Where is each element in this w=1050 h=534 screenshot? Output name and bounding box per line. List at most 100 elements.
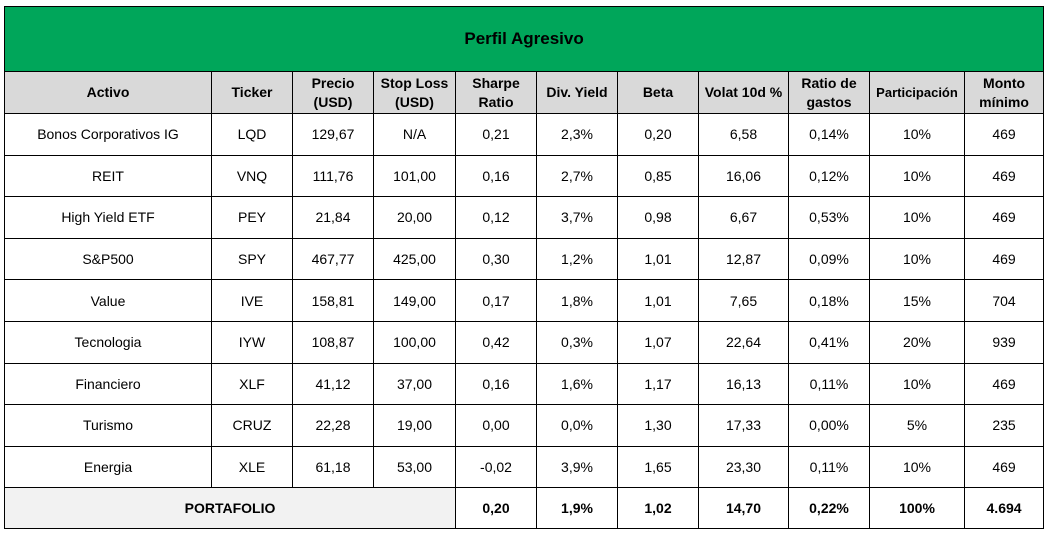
header-monto-minimo: Monto mínimo xyxy=(963,71,1045,114)
table-cell: 704 xyxy=(963,279,1045,322)
header-ratio-gastos: Ratio de gastos xyxy=(788,71,870,114)
table-cell: 108,87 xyxy=(292,320,374,364)
table-cell: 53,00 xyxy=(373,445,456,489)
table-cell: VNQ xyxy=(211,154,293,198)
table-cell: 1,01 xyxy=(617,237,699,281)
table-row: High Yield ETF PEY 21,84 20,00 0,12 3,7% 0,98 6… xyxy=(4,196,1045,239)
table-row: Turismo CRUZ 22,28 19,00 0,00 0,0% 1,30 17,33 0,… xyxy=(4,404,1045,447)
table-cell: 2,3% xyxy=(536,113,618,156)
total-cell: 0,22% xyxy=(788,487,870,530)
header-stop-loss: Stop Loss (USD) xyxy=(373,71,456,114)
table-cell: 1,17 xyxy=(617,362,699,406)
table-cell: 41,12 xyxy=(292,362,374,406)
table-row: S&P500 SPY 467,77 425,00 0,30 1,2% 1,01 12,87 0,… xyxy=(4,237,1045,281)
table-cell: Turismo xyxy=(4,404,212,447)
table-cell: 16,13 xyxy=(698,362,789,406)
table-cell: 0,21 xyxy=(455,113,537,156)
table-cell: 10% xyxy=(869,154,965,198)
table-cell: Energia xyxy=(4,445,212,489)
table-cell: N/A xyxy=(373,113,456,156)
table-cell: 0,0% xyxy=(536,404,618,447)
table-row: REIT VNQ 111,76 101,00 0,16 2,7% 0,85 16,06 0,12… xyxy=(4,154,1045,198)
table-cell: 0,18% xyxy=(788,279,870,322)
table-cell: Value xyxy=(4,279,212,322)
table-cell: S&P500 xyxy=(4,237,212,281)
table-cell: 19,00 xyxy=(373,404,456,447)
table-cell: 0,11% xyxy=(788,445,870,489)
table-row: Bonos Corporativos IG LQD 129,67 N/A 0,21 2,3… xyxy=(4,113,1045,156)
table-cell: 0,12 xyxy=(455,196,537,239)
table-cell: 6,58 xyxy=(698,113,789,156)
table-cell: 15% xyxy=(869,279,965,322)
table-cell: 37,00 xyxy=(373,362,456,406)
table-row: Value IVE 158,81 149,00 0,17 1,8% 1,01 7,65 0,18… xyxy=(4,279,1045,322)
table-cell: REIT xyxy=(4,154,212,198)
table-cell: 22,28 xyxy=(292,404,374,447)
table-cell: 10% xyxy=(869,196,965,239)
header-beta: Beta xyxy=(617,71,699,114)
table-cell: 0,00 xyxy=(455,404,537,447)
table-cell: 12,87 xyxy=(698,237,789,281)
header-precio: Precio (USD) xyxy=(292,71,374,114)
table-cell: 0,30 xyxy=(455,237,537,281)
header-row: Activo Ticker Precio (USD) Stop Loss (US… xyxy=(4,71,1045,114)
table-cell: 3,7% xyxy=(536,196,618,239)
header-ticker: Ticker xyxy=(211,71,293,114)
header-volat: Volat 10d % xyxy=(698,71,789,114)
table-cell: 1,01 xyxy=(617,279,699,322)
total-cell: 14,70 xyxy=(698,487,789,530)
total-cell: 1,02 xyxy=(617,487,699,530)
table-row: Energia XLE 61,18 53,00 -0,02 3,9% 1,65 23,30 0,… xyxy=(4,445,1045,489)
portfolio-table-container: Perfil Agresivo Activo Ticker Precio (US… xyxy=(3,6,1045,530)
table-cell: LQD xyxy=(211,113,293,156)
table-cell: 0,98 xyxy=(617,196,699,239)
table-cell: 0,12% xyxy=(788,154,870,198)
table-cell: 3,9% xyxy=(536,445,618,489)
table-cell: 235 xyxy=(963,404,1045,447)
table-cell: 5% xyxy=(869,404,965,447)
table-cell: 10% xyxy=(869,362,965,406)
table-cell: 61,18 xyxy=(292,445,374,489)
table-cell: 0,14% xyxy=(788,113,870,156)
table-title: Perfil Agresivo xyxy=(3,6,1045,72)
header-participacion: Participación xyxy=(869,71,965,114)
table-cell: 0,85 xyxy=(617,154,699,198)
table-row: Financiero XLF 41,12 37,00 0,16 1,6% 1,17 16,13… xyxy=(4,362,1045,406)
table-cell: 469 xyxy=(963,362,1045,406)
table-cell: 0,00% xyxy=(788,404,870,447)
table-cell: 0,16 xyxy=(455,362,537,406)
table-cell: 1,07 xyxy=(617,320,699,364)
table-cell: 10% xyxy=(869,445,965,489)
table-cell: Bonos Corporativos IG xyxy=(4,113,212,156)
table-cell: 16,06 xyxy=(698,154,789,198)
table-cell: SPY xyxy=(211,237,293,281)
total-cell: 1,9% xyxy=(536,487,618,530)
table-cell: 10% xyxy=(869,237,965,281)
table-cell: Financiero xyxy=(4,362,212,406)
table-cell: IYW xyxy=(211,320,293,364)
table-cell: XLF xyxy=(211,362,293,406)
table-cell: 23,30 xyxy=(698,445,789,489)
table-cell: 0,09% xyxy=(788,237,870,281)
table-cell: 469 xyxy=(963,113,1045,156)
table-cell: 1,6% xyxy=(536,362,618,406)
table-cell: 17,33 xyxy=(698,404,789,447)
table-cell: 0,20 xyxy=(617,113,699,156)
table-cell: 1,2% xyxy=(536,237,618,281)
table-cell: IVE xyxy=(211,279,293,322)
table-cell: 467,77 xyxy=(292,237,374,281)
total-cell: 100% xyxy=(869,487,965,530)
table-cell: 939 xyxy=(963,320,1045,364)
table-cell: 10% xyxy=(869,113,965,156)
table-cell: 1,30 xyxy=(617,404,699,447)
table-cell: 149,00 xyxy=(373,279,456,322)
table-cell: 0,3% xyxy=(536,320,618,364)
table-cell: 100,00 xyxy=(373,320,456,364)
total-row: PORTAFOLIO 0,20 1,9% 1,02 14,70 0,22% 10… xyxy=(4,487,1045,530)
table-cell: 20% xyxy=(869,320,965,364)
table-cell: 1,8% xyxy=(536,279,618,322)
table-cell: XLE xyxy=(211,445,293,489)
table-cell: 22,64 xyxy=(698,320,789,364)
total-cell: 4.694 xyxy=(963,487,1045,530)
total-label: PORTAFOLIO xyxy=(4,487,456,530)
